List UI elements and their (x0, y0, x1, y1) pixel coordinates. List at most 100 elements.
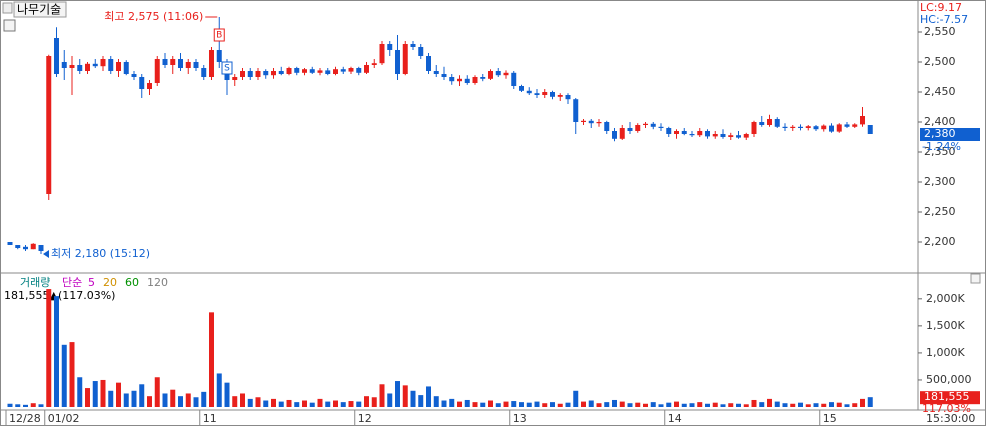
y-tick-label: 2,400 (924, 115, 956, 128)
volume-bar (612, 399, 617, 407)
close-panel[interactable] (970, 273, 981, 284)
y-tick-label: 1,500K (926, 319, 965, 332)
candle-body (240, 71, 245, 77)
volume-bar (534, 401, 540, 407)
candle-body (697, 131, 703, 136)
stock-name: 나무기술 (17, 3, 61, 17)
volume-bar (356, 401, 362, 407)
candle-body (162, 59, 168, 65)
volume-bar (116, 382, 121, 407)
volume-bar (495, 403, 501, 407)
candle-body (705, 131, 710, 137)
low-label: 최저 2,180 (15:12) (51, 247, 150, 260)
candle-body (433, 71, 439, 74)
hc: HC:-7.57 (920, 13, 968, 26)
volume-bar (294, 402, 300, 407)
volume-bar (433, 396, 439, 407)
volume-bar (426, 386, 431, 407)
volume-bar (464, 399, 470, 407)
volume-bar (364, 396, 369, 407)
signal-label: B (216, 31, 222, 41)
candle-body (286, 68, 292, 74)
candle-body (255, 71, 261, 77)
low-marker (43, 250, 49, 258)
y-tick-label: 2,250 (924, 205, 956, 218)
volume-bar (526, 402, 532, 407)
volume-summary: 181,555▲(117.03%) (4, 289, 115, 302)
signal-label: S (224, 64, 230, 74)
candle-body (123, 62, 129, 74)
volume-bar (54, 296, 59, 407)
candle-body (371, 63, 377, 65)
menu-icon[interactable] (2, 2, 13, 14)
volume-bar (581, 401, 586, 407)
volume-bar (720, 404, 726, 407)
candle-body (581, 120, 586, 122)
ma-legend: 60 (125, 276, 139, 289)
volume-bar (23, 404, 28, 407)
candle-body (681, 131, 687, 134)
candle-body (852, 124, 858, 127)
last-change: -1.24% (922, 140, 961, 153)
volume-bar (333, 400, 338, 407)
candle-body (689, 134, 695, 136)
candle-body (464, 78, 470, 83)
volume-bar (565, 402, 571, 407)
volume-bar (309, 402, 315, 407)
volume-bar (201, 391, 207, 407)
candle-body (728, 135, 734, 137)
signal-box (213, 28, 225, 42)
candle-body (216, 50, 222, 62)
candle-body (100, 59, 106, 67)
candle-body (782, 126, 788, 128)
last-volume-box (920, 391, 980, 405)
candle-body (209, 50, 214, 77)
volume-bar (247, 398, 253, 407)
volume-bar (123, 393, 129, 407)
candle-body (588, 120, 594, 124)
volume-bar (736, 403, 741, 407)
candle-body (402, 44, 408, 74)
volume-bar (557, 403, 563, 407)
volume-bar (697, 402, 703, 407)
candle-body (813, 126, 819, 130)
candle-body (441, 74, 447, 77)
volume-bar (798, 402, 803, 407)
candle-body (418, 47, 424, 56)
y-tick-label: 2,000K (926, 292, 965, 305)
volume-bar (46, 289, 52, 407)
grid-icon[interactable] (3, 19, 16, 32)
candle-body (278, 71, 284, 74)
volume-bar (325, 401, 331, 407)
candle-body (457, 78, 462, 82)
candle-body (317, 70, 323, 73)
volume-bar (511, 401, 517, 407)
volume-bar (61, 344, 67, 407)
candle-body (410, 44, 416, 47)
candle-body (348, 68, 354, 72)
volume-bar (224, 382, 230, 407)
volume-bar (271, 398, 276, 407)
candle-body (356, 68, 362, 73)
candle-body (333, 69, 338, 74)
volume-bar (836, 402, 842, 407)
volume-bar (147, 396, 152, 407)
candle-body (759, 122, 765, 125)
candle-body (38, 245, 44, 251)
volume-bar (519, 402, 524, 407)
candle-body (108, 59, 114, 71)
candle-body (604, 122, 610, 131)
volume-bar (689, 403, 695, 407)
volume-bar (860, 398, 865, 407)
volume-bar (348, 401, 354, 407)
volume-bar (619, 401, 625, 407)
stock-name-box[interactable] (13, 1, 67, 18)
volume-bar (286, 399, 292, 407)
volume-bar (185, 393, 191, 407)
candle-body (643, 123, 648, 125)
candle-body (325, 70, 331, 74)
candle-body (844, 124, 850, 127)
candle-body (178, 59, 183, 68)
candle-body (201, 68, 207, 77)
